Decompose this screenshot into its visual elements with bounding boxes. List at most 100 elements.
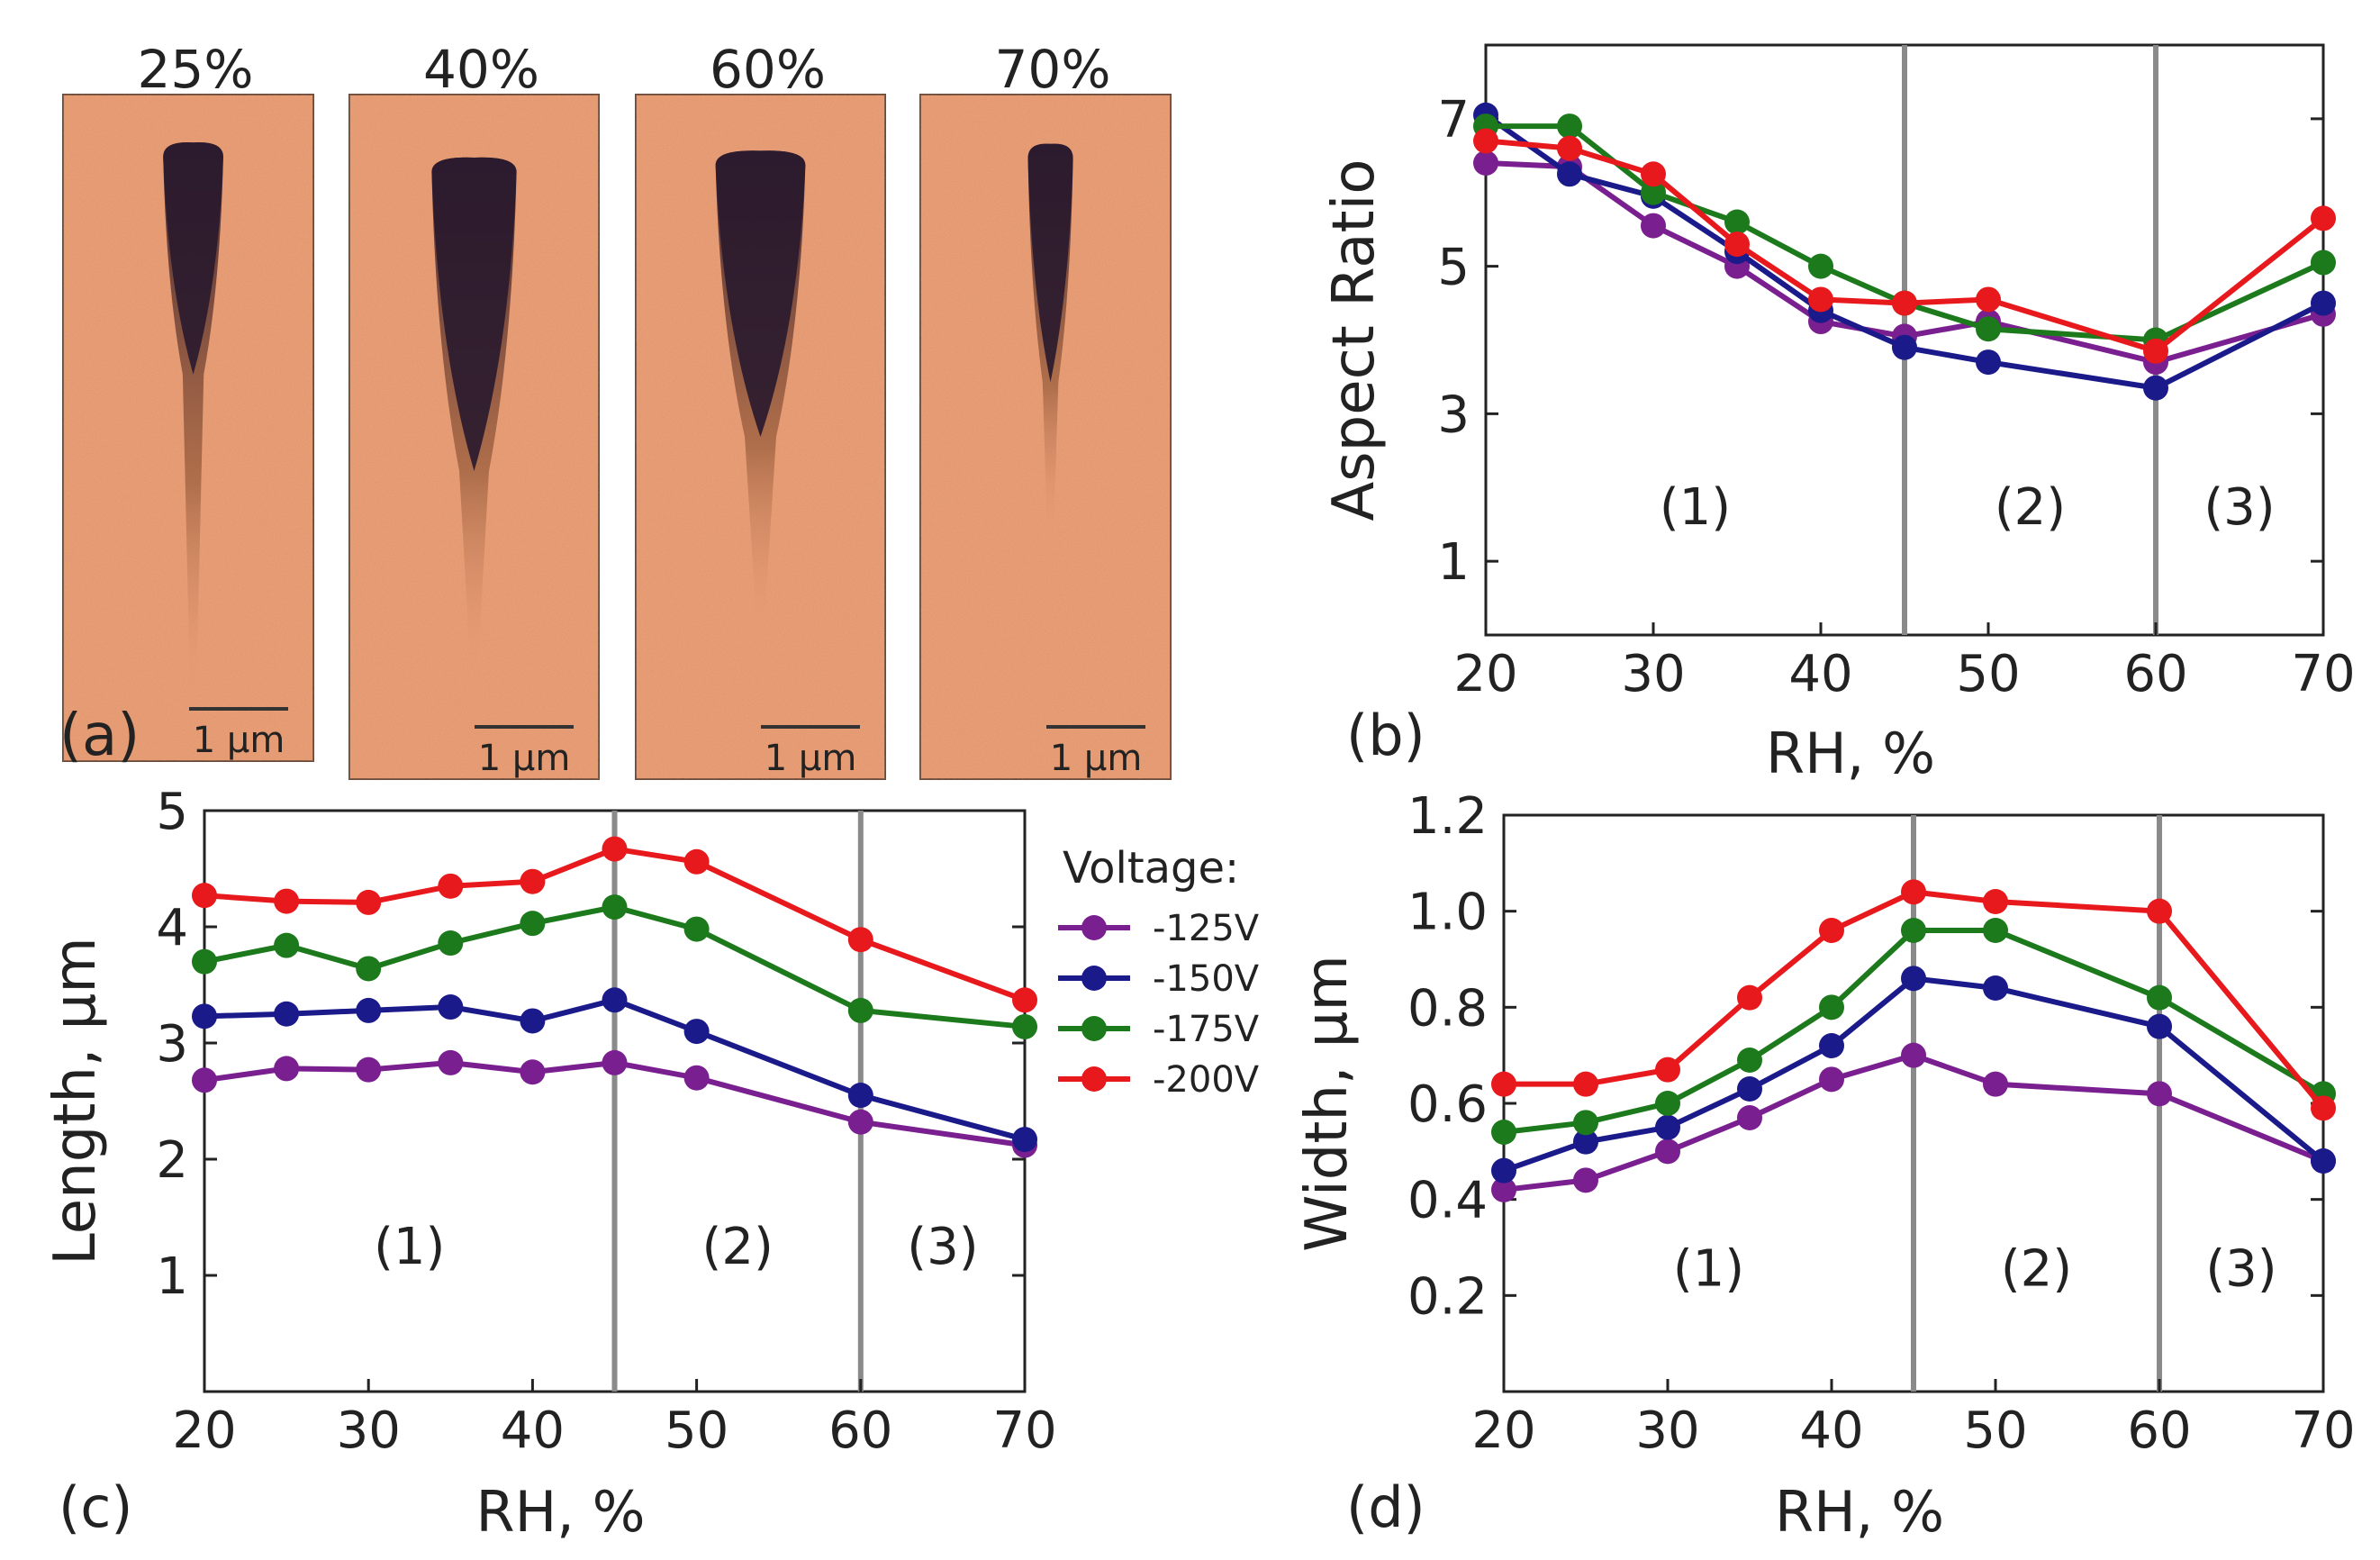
data-point--175V — [1012, 1013, 1037, 1039]
x-tick-label: 60 — [2123, 645, 2187, 703]
region-label: (1) — [1673, 1240, 1744, 1299]
data-point--175V — [2147, 984, 2172, 1011]
data-point--200V — [1819, 918, 1844, 943]
region-label: (3) — [907, 1218, 978, 1276]
y-tick-label: 0.4 — [1407, 1172, 1488, 1230]
data-point--150V — [1901, 966, 1926, 992]
afm-image-title: 40% — [423, 39, 539, 100]
data-point--175V — [1641, 179, 1666, 205]
legend-entry-label: -125V — [1153, 908, 1260, 949]
y-tick-label: 1 — [156, 1247, 188, 1306]
x-tick-label: 50 — [1963, 1401, 2027, 1460]
y-tick-label: 1.2 — [1407, 787, 1488, 846]
data-point--150V — [2143, 375, 2168, 401]
data-point--150V — [520, 1008, 546, 1034]
x-tick-label: 70 — [2291, 645, 2355, 703]
data-point--150V — [1892, 334, 1917, 360]
legend-marker — [1081, 1066, 1107, 1092]
y-tick-label: 0.8 — [1407, 979, 1488, 1038]
data-point--200V — [602, 836, 628, 862]
data-point--175V — [1737, 1048, 1762, 1073]
scale-bar-label: 1 μm — [193, 720, 285, 761]
afm-image-4: 70% 1 μm — [919, 39, 1172, 780]
data-point--150V — [1491, 1157, 1516, 1184]
data-point--200V — [1892, 290, 1917, 316]
chart-aspect-ratio: 20 30 40 50 60 70 1 3 5 7 RH, % Aspect Ratio (b) (1) (… — [1321, 43, 2356, 786]
data-point--200V — [1901, 879, 1926, 905]
x-tick-label: 70 — [2291, 1401, 2355, 1460]
data-point--175V — [1808, 253, 1833, 279]
data-point--200V — [1557, 135, 1582, 161]
data-point--125V — [356, 1057, 382, 1083]
x-tick-label: 50 — [1956, 645, 2020, 703]
data-point--200V — [1491, 1071, 1516, 1097]
data-point--175V — [438, 930, 464, 957]
data-point--200V — [2147, 898, 2172, 924]
panel-label-d: (d) — [1346, 1474, 1425, 1540]
data-point--175V — [1901, 918, 1926, 943]
x-axis-label: RH, % — [475, 1479, 645, 1545]
data-point--200V — [1641, 161, 1666, 187]
x-tick-label: 50 — [665, 1401, 728, 1460]
data-point--150V — [192, 1003, 217, 1029]
region-label: (2) — [701, 1218, 773, 1276]
x-tick-label: 20 — [1453, 645, 1517, 703]
legend-marker — [1081, 966, 1107, 991]
data-point--150V — [1819, 1033, 1844, 1058]
data-point--200V — [2143, 338, 2168, 364]
data-point--150V — [1976, 349, 2001, 376]
data-point--125V — [1573, 1167, 1598, 1193]
data-point--125V — [1655, 1138, 1680, 1165]
data-point--125V — [192, 1067, 217, 1093]
data-point--200V — [1473, 128, 1498, 154]
data-point--125V — [1737, 1105, 1762, 1130]
data-point--150V — [438, 994, 464, 1020]
y-tick-label: 1.0 — [1407, 884, 1488, 942]
data-point--125V — [438, 1049, 464, 1075]
x-tick-label: 20 — [1471, 1401, 1535, 1460]
data-point--175V — [274, 932, 300, 958]
legend-entry-label: -175V — [1153, 1009, 1260, 1050]
x-tick-label: 40 — [501, 1401, 565, 1460]
data-point--175V — [1819, 994, 1844, 1020]
data-point--200V — [1737, 984, 1762, 1011]
panel-a-afm-images: 25% 1 μm 40% 1 μm 60% 1 μm 70% 1 μm (a) — [59, 39, 1172, 780]
data-point--175V — [2311, 249, 2336, 276]
x-tick-label: 30 — [1635, 1401, 1699, 1460]
data-point--200V — [1573, 1071, 1598, 1097]
data-point--175V — [1983, 918, 2008, 943]
x-axis-label: RH, % — [1766, 721, 1935, 786]
data-point--125V — [1641, 213, 1666, 239]
data-point--200V — [2311, 205, 2336, 231]
x-tick-label: 60 — [2127, 1401, 2191, 1460]
data-point--125V — [274, 1056, 300, 1082]
data-point--150V — [1557, 161, 1582, 187]
data-point--200V — [1012, 987, 1037, 1013]
x-tick-label: 20 — [172, 1401, 236, 1460]
region-label: (1) — [374, 1218, 445, 1276]
data-point--175V — [602, 894, 628, 921]
data-point--200V — [847, 927, 873, 953]
legend-entry-label: -150V — [1153, 958, 1260, 1000]
legend-marker — [1081, 1016, 1107, 1041]
data-point--200V — [1983, 889, 2008, 914]
data-point--150V — [1573, 1129, 1598, 1155]
y-tick-label: 0.2 — [1407, 1267, 1488, 1326]
x-tick-label: 40 — [1799, 1401, 1863, 1460]
ferroelectric-domain-core — [431, 157, 517, 472]
data-point--125V — [847, 1109, 873, 1135]
data-point--175V — [1557, 113, 1582, 140]
y-axis-label: Aspect Ratio — [1321, 159, 1388, 521]
afm-image-title: 60% — [710, 39, 826, 100]
data-point--125V — [1491, 1177, 1516, 1202]
y-axis-label: Width, μm — [1294, 955, 1361, 1252]
x-tick-label: 30 — [1621, 645, 1685, 703]
data-point--125V — [1473, 150, 1498, 176]
data-point--175V — [1655, 1091, 1680, 1116]
data-point--175V — [847, 997, 873, 1023]
afm-image-title: 70% — [995, 39, 1111, 100]
y-tick-label: 0.6 — [1407, 1075, 1488, 1134]
ferroelectric-domain-core — [715, 150, 806, 437]
data-point--150V — [683, 1019, 710, 1045]
